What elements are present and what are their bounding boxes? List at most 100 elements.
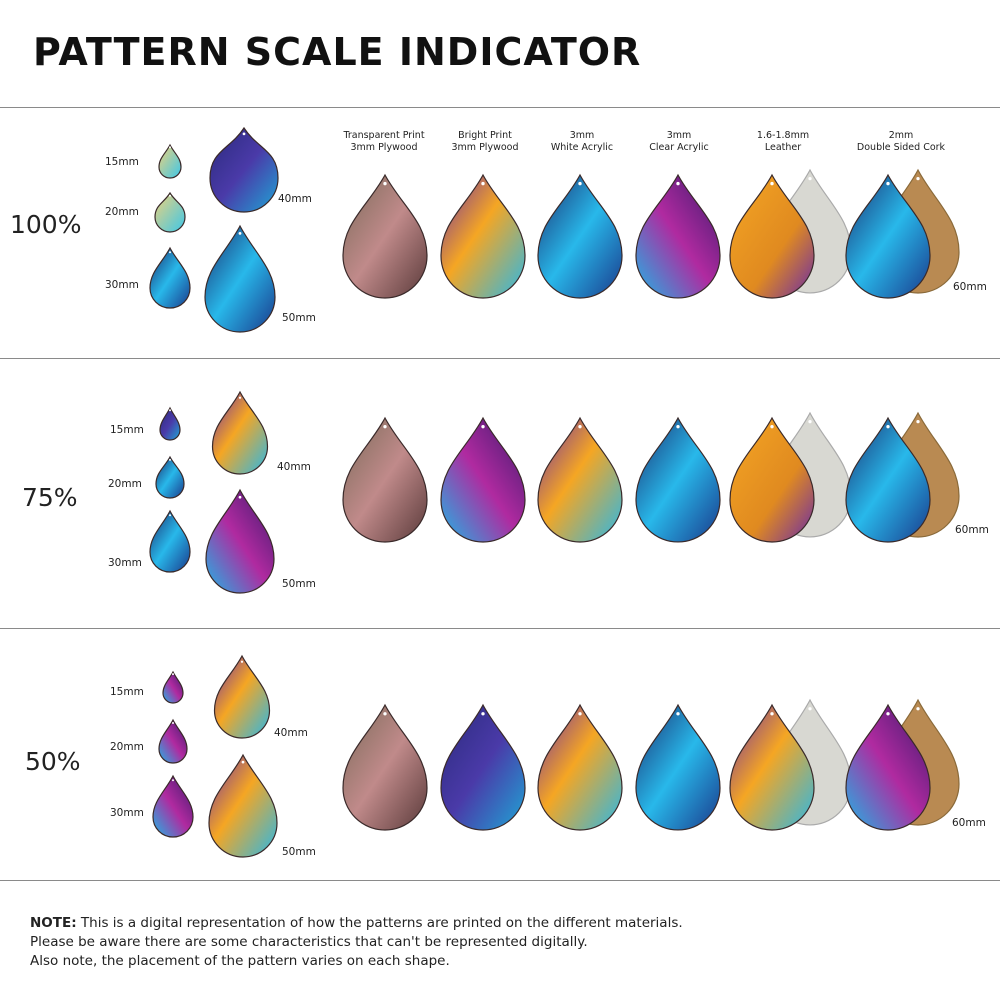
material-line2: Leather <box>764 142 802 153</box>
scale-label: 75% <box>22 483 78 512</box>
material-line2: 3mm Plywood <box>451 142 519 153</box>
scale-label: 50% <box>25 747 81 776</box>
material-line1: Bright Print <box>458 130 512 141</box>
size-label: 20mm <box>110 741 144 753</box>
divider <box>0 628 1000 629</box>
hole-icon <box>242 132 246 136</box>
divider <box>0 880 1000 881</box>
hole-icon <box>172 779 174 782</box>
size-label: 20mm <box>105 206 139 218</box>
hole-icon <box>481 181 485 186</box>
size-label: 15mm <box>110 424 144 436</box>
hole-icon <box>481 712 485 716</box>
size-label: 50mm <box>282 578 316 590</box>
hole-icon <box>808 420 812 424</box>
note-label: NOTE: <box>30 915 77 931</box>
hole-icon <box>238 396 242 399</box>
material-line2: Clear Acrylic <box>649 142 709 153</box>
small-teardrop <box>204 224 276 333</box>
hole-icon <box>172 722 174 725</box>
small-teardrop <box>154 191 186 233</box>
hole-icon <box>172 673 174 676</box>
hole-icon <box>169 146 171 149</box>
hole-icon <box>238 232 242 235</box>
small-teardrop <box>152 774 194 838</box>
material-header: 3mm Clear Acrylic <box>619 130 739 154</box>
small-teardrop <box>155 455 185 499</box>
material-teardrop <box>729 416 815 543</box>
material-line1: Transparent Print <box>343 130 425 141</box>
note-text: Also note, the placement of the pattern … <box>30 953 450 969</box>
small-teardrop <box>158 143 182 179</box>
hole-icon <box>169 251 171 254</box>
hole-icon <box>770 425 774 429</box>
size-label: 40mm <box>274 727 308 739</box>
material-teardrop <box>635 416 721 543</box>
material-teardrop <box>440 173 526 299</box>
material-teardrop <box>729 173 815 299</box>
material-teardrop <box>635 173 721 299</box>
size-label: 60mm <box>955 524 989 536</box>
hole-icon <box>241 760 245 764</box>
small-teardrop <box>149 509 191 573</box>
material-teardrop <box>537 416 623 543</box>
hole-icon <box>676 181 680 186</box>
small-teardrop <box>211 390 269 475</box>
size-label: 60mm <box>953 281 987 293</box>
hole-icon <box>383 425 387 429</box>
scale-label: 100% <box>10 210 82 239</box>
divider <box>0 107 1000 108</box>
hole-icon <box>169 514 171 517</box>
small-teardrop <box>159 406 181 441</box>
size-label: 50mm <box>282 846 316 858</box>
hole-icon <box>578 712 582 716</box>
hole-icon <box>886 181 890 186</box>
hole-icon <box>169 194 171 197</box>
size-label: 40mm <box>277 461 311 473</box>
page-title: PATTERN SCALE INDICATOR <box>33 30 642 74</box>
small-teardrop <box>162 670 184 704</box>
hole-icon <box>916 707 920 711</box>
small-teardrop <box>205 488 275 594</box>
material-teardrop <box>342 703 428 831</box>
hole-icon <box>383 712 387 716</box>
material-teardrop <box>440 703 526 831</box>
material-teardrop <box>845 703 931 831</box>
size-label: 15mm <box>110 686 144 698</box>
material-teardrop <box>845 416 931 543</box>
material-teardrop <box>342 173 428 299</box>
hole-icon <box>383 181 387 186</box>
size-label: 15mm <box>105 156 139 168</box>
size-label: 30mm <box>105 279 139 291</box>
material-line2: White Acrylic <box>550 142 614 153</box>
material-teardrop <box>537 173 623 299</box>
material-line2: 3mm Plywood <box>350 142 418 153</box>
material-header: Bright Print 3mm Plywood <box>425 130 545 154</box>
hole-icon <box>808 176 812 181</box>
material-line1: 1.6-1.8mm <box>756 130 810 141</box>
size-label: 30mm <box>108 557 142 569</box>
material-teardrop <box>440 416 526 543</box>
material-header: Transparent Print 3mm Plywood <box>324 130 444 154</box>
note: NOTE: This is a digital representation o… <box>30 914 683 971</box>
hole-icon <box>676 712 680 716</box>
small-teardrop <box>209 126 279 213</box>
material-teardrop <box>729 703 815 831</box>
material-header: 1.6-1.8mm Leather <box>723 130 843 154</box>
note-text: Please be aware there are some character… <box>30 934 588 950</box>
size-label: 50mm <box>282 312 316 324</box>
size-label: 40mm <box>278 193 312 205</box>
hole-icon <box>238 495 242 499</box>
small-teardrop <box>149 246 191 309</box>
hole-icon <box>916 420 920 424</box>
hole-icon <box>808 707 812 711</box>
material-line2: Double Sided Cork <box>856 142 946 153</box>
material-line1: 3mm <box>569 130 595 141</box>
material-line1: 3mm <box>666 130 692 141</box>
hole-icon <box>578 181 582 186</box>
hole-icon <box>676 425 680 429</box>
size-label: 60mm <box>952 817 986 829</box>
material-line1: 2mm <box>888 130 914 141</box>
